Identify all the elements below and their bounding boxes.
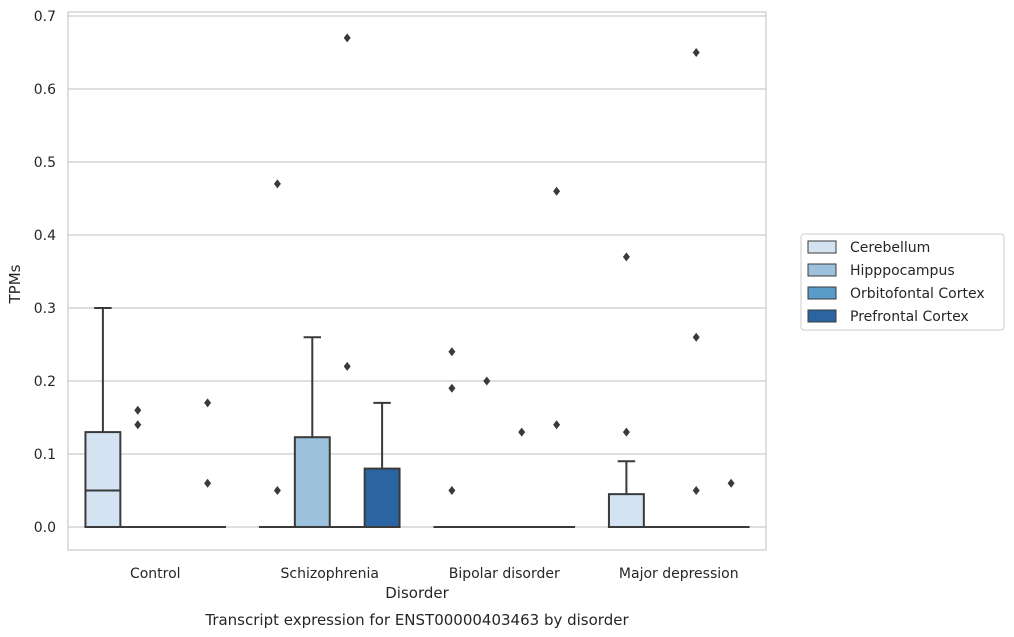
y-gridlines bbox=[68, 15, 766, 528]
y-tick-label: 0.7 bbox=[34, 9, 56, 25]
outlier-point bbox=[553, 420, 561, 430]
outlier-point bbox=[343, 361, 351, 371]
box-cerebellum bbox=[607, 460, 645, 528]
y-tick-label: 0.6 bbox=[34, 82, 56, 98]
outlier-point bbox=[204, 478, 212, 488]
outlier-point bbox=[273, 179, 281, 189]
y-tick-label: 0.2 bbox=[34, 374, 56, 390]
legend-frame bbox=[800, 233, 1005, 331]
legend-label: Hipppocampus bbox=[850, 263, 955, 279]
outlier-point bbox=[343, 33, 351, 43]
y-tick-label: 0.5 bbox=[34, 155, 56, 171]
outlier-point bbox=[727, 478, 735, 488]
x-tick-label: Bipolar disorder bbox=[449, 566, 560, 582]
outlier-point bbox=[448, 383, 456, 393]
y-tick-labels: 0.0 0.1 0.2 0.3 0.4 0.5 0.6 0.7 bbox=[34, 9, 56, 536]
outlier-point bbox=[134, 420, 142, 430]
y-axis-title: TPMs bbox=[6, 264, 24, 304]
outlier-point bbox=[518, 427, 526, 437]
y-tick-label: 0.0 bbox=[34, 520, 56, 536]
box-body bbox=[84, 431, 122, 529]
box-cerebellum bbox=[84, 307, 122, 529]
outlier-point bbox=[134, 405, 142, 415]
box-body bbox=[363, 467, 401, 529]
box-body bbox=[293, 436, 331, 528]
outlier-point bbox=[204, 398, 212, 408]
outlier-point bbox=[483, 376, 491, 386]
y-tick-label: 0.4 bbox=[34, 228, 56, 244]
box-prefrontal-cortex bbox=[363, 401, 401, 529]
outlier-point bbox=[553, 186, 561, 196]
y-tick-label: 0.1 bbox=[34, 447, 56, 463]
legend-label: Prefrontal Cortex bbox=[850, 309, 969, 325]
y-tick-label: 0.3 bbox=[34, 301, 56, 317]
outlier-point bbox=[692, 48, 700, 57]
outlier-points bbox=[134, 33, 735, 495]
outlier-point bbox=[692, 486, 700, 495]
x-tick-label: Control bbox=[130, 566, 181, 582]
legend-swatch bbox=[807, 240, 837, 254]
legend: Cerebellum Hipppocampus Orbitofontal Corte… bbox=[800, 233, 1005, 331]
outlier-point bbox=[622, 427, 630, 437]
outlier-point bbox=[448, 486, 456, 495]
plot-area bbox=[67, 11, 767, 551]
outlier-point bbox=[273, 486, 281, 495]
x-tick-labels: Control Schizophrenia Bipolar disorder Majo… bbox=[130, 566, 739, 582]
outlier-point bbox=[692, 332, 700, 342]
legend-swatch bbox=[807, 263, 837, 277]
chart-caption: Transcript expression for ENST0000040346… bbox=[204, 611, 629, 629]
box-hipppocampus bbox=[293, 336, 331, 528]
outlier-point bbox=[448, 347, 456, 357]
legend-swatch bbox=[807, 309, 837, 323]
x-tick-label: Major depression bbox=[619, 566, 739, 582]
legend-label: Orbitofontal Cortex bbox=[850, 286, 985, 302]
legend-label: Cerebellum bbox=[850, 240, 930, 256]
x-tick-label: Schizophrenia bbox=[281, 566, 379, 582]
outlier-point bbox=[622, 252, 630, 262]
box-body bbox=[607, 493, 645, 528]
legend-swatch bbox=[807, 286, 837, 300]
x-axis-title: Disorder bbox=[385, 584, 449, 602]
box-groups bbox=[84, 307, 750, 529]
